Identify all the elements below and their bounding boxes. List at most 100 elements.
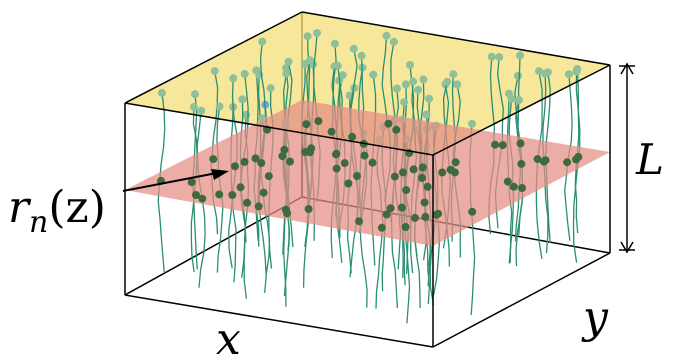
slice-bead <box>509 182 518 191</box>
top-bead <box>401 80 410 89</box>
top-bead <box>357 51 366 60</box>
top-bead <box>453 80 462 89</box>
x-axis-label: x <box>216 314 241 358</box>
slice-bead <box>423 182 432 191</box>
top-bead <box>306 56 314 65</box>
slice-bead <box>231 162 239 171</box>
top-bead <box>266 84 275 93</box>
slice-bead <box>451 158 460 167</box>
top-bead <box>389 37 398 46</box>
slice-bead <box>314 117 323 126</box>
slice-bead <box>386 204 395 213</box>
slice-bead <box>355 217 363 226</box>
slice-bead <box>340 159 349 168</box>
height-marker <box>619 62 635 254</box>
slice-bead <box>409 165 418 174</box>
top-bead <box>516 51 524 60</box>
top-bead <box>443 77 452 86</box>
slice-bead <box>348 132 357 141</box>
top-bead <box>382 31 391 40</box>
slice-bead <box>280 145 289 154</box>
box-front-edges <box>124 11 611 348</box>
radius-label: rn(z) <box>8 182 106 240</box>
slice-bead <box>198 194 207 203</box>
slice-bead <box>283 209 292 218</box>
slice-bead <box>382 210 391 219</box>
slice-bead <box>420 198 429 207</box>
top-bead <box>258 37 267 46</box>
top-bead <box>282 69 291 78</box>
slice-bead <box>286 157 294 166</box>
slice-bead <box>301 148 310 156</box>
top-bead <box>303 32 312 41</box>
slice-bead <box>332 164 341 173</box>
top-bead <box>406 61 414 69</box>
top-bead <box>507 94 516 103</box>
slice-bead <box>397 203 406 212</box>
slice-bead <box>243 198 252 207</box>
top-bead <box>468 119 476 128</box>
slice-bead <box>402 186 411 195</box>
slice-bead <box>302 120 311 129</box>
top-bead <box>449 70 458 79</box>
slice-bead <box>353 172 361 180</box>
slice-bead <box>390 172 399 181</box>
slice-bead <box>517 159 526 168</box>
slice-bead <box>518 184 526 192</box>
slice-bead <box>417 173 426 182</box>
slice-bead <box>332 149 341 158</box>
top-bead <box>369 70 378 79</box>
slice-bead <box>377 223 386 232</box>
slice-bead <box>257 159 266 167</box>
top-bead <box>414 85 422 94</box>
slice-bead <box>446 165 455 174</box>
top-bead <box>333 61 342 70</box>
top-bead <box>392 84 401 93</box>
slice-plane <box>125 100 610 246</box>
top-bead <box>229 74 238 83</box>
top-bead <box>541 69 550 78</box>
slice-bead <box>421 212 430 221</box>
top-bead <box>419 75 428 84</box>
radius-arrow <box>122 169 229 192</box>
top-bead <box>514 96 523 104</box>
slice-bead <box>411 213 419 222</box>
slice-bead <box>399 168 407 177</box>
top-bead <box>535 67 543 76</box>
slice-bead <box>491 140 500 149</box>
slice-bead <box>392 125 401 134</box>
slice-bead <box>327 127 336 136</box>
top-bead <box>349 44 358 53</box>
top-bead <box>409 77 418 86</box>
top-bead <box>215 102 224 111</box>
y-axis-label: y <box>581 292 609 343</box>
top-bead <box>495 53 504 62</box>
slice-bead <box>307 144 316 153</box>
slice-bead <box>251 154 260 163</box>
slice-bead <box>368 158 377 167</box>
slice-bead <box>187 178 196 187</box>
slice-bead <box>533 155 542 164</box>
slice-bead <box>384 119 393 128</box>
top-bead <box>425 94 434 103</box>
slice-bead <box>264 172 273 181</box>
top-bead <box>514 71 522 80</box>
slice-bead <box>259 188 268 197</box>
top-bead <box>400 98 409 107</box>
slice-bead <box>360 151 369 160</box>
top-bead <box>284 57 293 66</box>
top-bead <box>572 67 581 76</box>
top-bead <box>197 106 206 115</box>
slice-bead <box>192 191 200 199</box>
slice-bead <box>344 179 353 188</box>
slice-bead <box>240 157 249 166</box>
slice-bead <box>572 155 581 164</box>
slice-bead <box>418 163 427 172</box>
top-bead <box>189 103 198 111</box>
top-bead <box>210 67 219 76</box>
top-bead <box>313 29 321 38</box>
slice-bead <box>209 155 218 164</box>
top-bead <box>191 90 199 99</box>
top-bead <box>422 110 431 119</box>
